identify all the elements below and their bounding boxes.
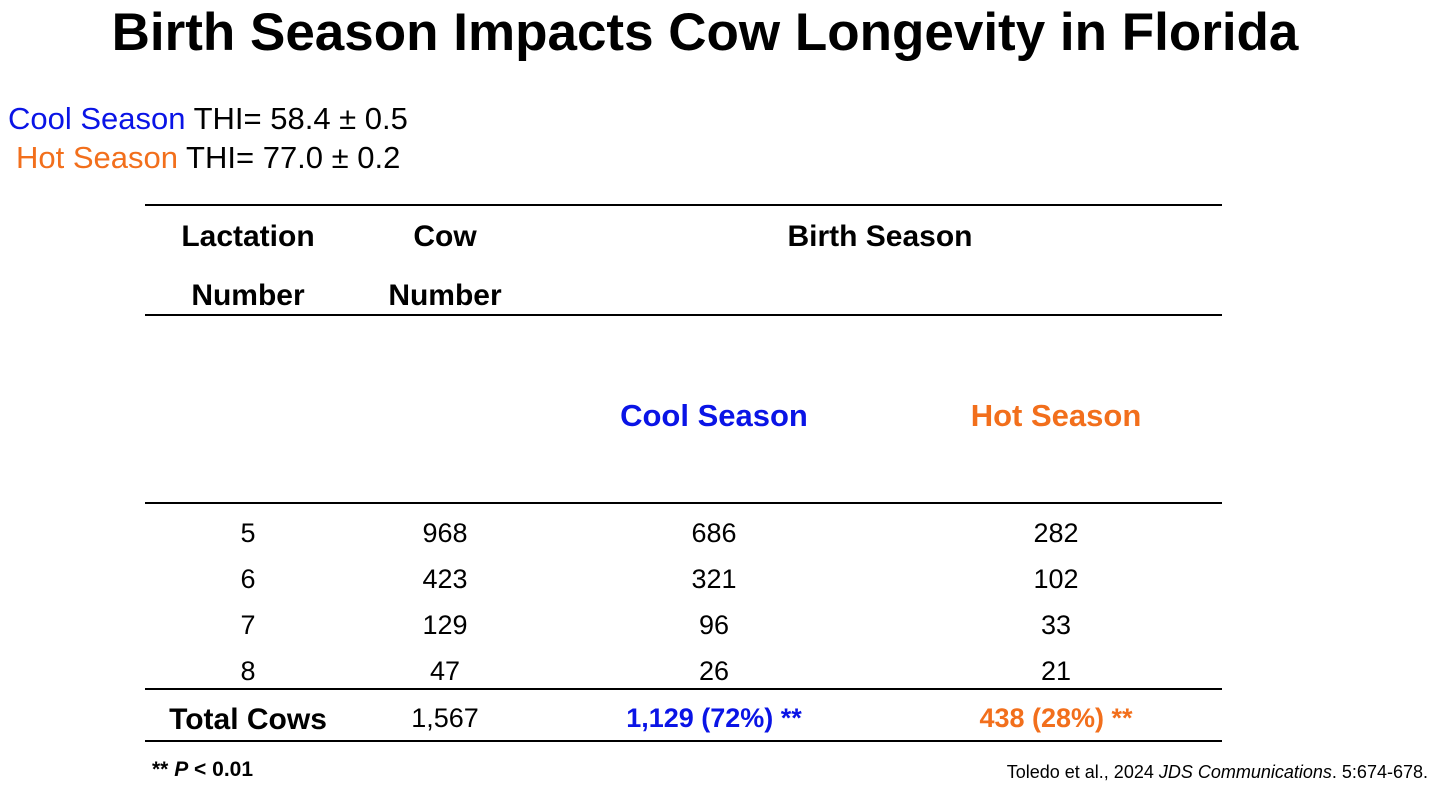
cool-season-thi-value: THI= 58.4 ± 0.5 — [185, 101, 408, 136]
header-cow-line1: Cow — [413, 220, 477, 253]
slide-title: Birth Season Impacts Cow Longevity in Fl… — [111, 3, 1299, 62]
header-cool-season: Cool Season — [620, 398, 808, 433]
header-hot-season: Hot Season — [970, 398, 1142, 433]
cell-cow-number: 968 — [422, 518, 468, 548]
footnote-stars: ** — [152, 758, 175, 781]
table-top-rule — [145, 204, 1222, 206]
cell-cool-season: 96 — [698, 610, 730, 640]
table-subheader-rule — [145, 502, 1222, 504]
hot-season-thi-value: THI= 77.0 ± 0.2 — [178, 140, 401, 175]
table-bottom-rule — [145, 740, 1222, 742]
header-birth-season: Birth Season — [787, 220, 973, 253]
cell-cow-number: 423 — [422, 564, 468, 594]
cell-lactation: 5 — [240, 518, 256, 548]
citation: Toledo et al., 2024 JDS Communications. … — [1007, 762, 1428, 783]
citation-authors: Toledo et al., 2024 — [1006, 762, 1159, 782]
table-header-rule — [145, 314, 1222, 316]
cell-cow-number: 129 — [422, 610, 468, 640]
hot-season-thi: Hot Season THI= 77.0 ± 0.2 — [16, 140, 400, 176]
table-total-rule — [145, 688, 1222, 690]
header-lactation-line2: Number — [191, 279, 305, 312]
cell-cow-number: 47 — [429, 656, 461, 686]
total-cool-season: 1,129 (72%) ** — [626, 703, 802, 733]
cell-hot-season: 282 — [1033, 518, 1079, 548]
total-cow-number: 1,567 — [411, 703, 479, 733]
footnote-threshold: < 0.01 — [188, 758, 254, 781]
cell-lactation: 8 — [240, 656, 256, 686]
cell-cool-season: 321 — [691, 564, 737, 594]
cell-cool-season: 686 — [691, 518, 737, 548]
cell-cool-season: 26 — [698, 656, 730, 686]
footnote-p: P — [174, 758, 189, 781]
hot-season-label: Hot Season — [16, 140, 178, 175]
cell-lactation: 6 — [240, 564, 256, 594]
significance-footnote: ** P < 0.01 — [152, 758, 253, 782]
header-cow-line2: Number — [388, 279, 502, 312]
header-lactation-line1: Lactation — [181, 220, 315, 253]
citation-journal: JDS Communications — [1158, 762, 1332, 782]
citation-pages: . 5:674-678. — [1331, 762, 1428, 782]
total-cows-label: Total Cows — [169, 703, 327, 736]
cell-lactation: 7 — [240, 610, 256, 640]
cell-hot-season: 21 — [1040, 656, 1072, 686]
cool-season-thi: Cool Season THI= 58.4 ± 0.5 — [8, 101, 408, 137]
cool-season-label: Cool Season — [8, 101, 186, 136]
cell-hot-season: 102 — [1033, 564, 1079, 594]
total-hot-season: 438 (28%) ** — [979, 703, 1133, 733]
cell-hot-season: 33 — [1040, 610, 1072, 640]
